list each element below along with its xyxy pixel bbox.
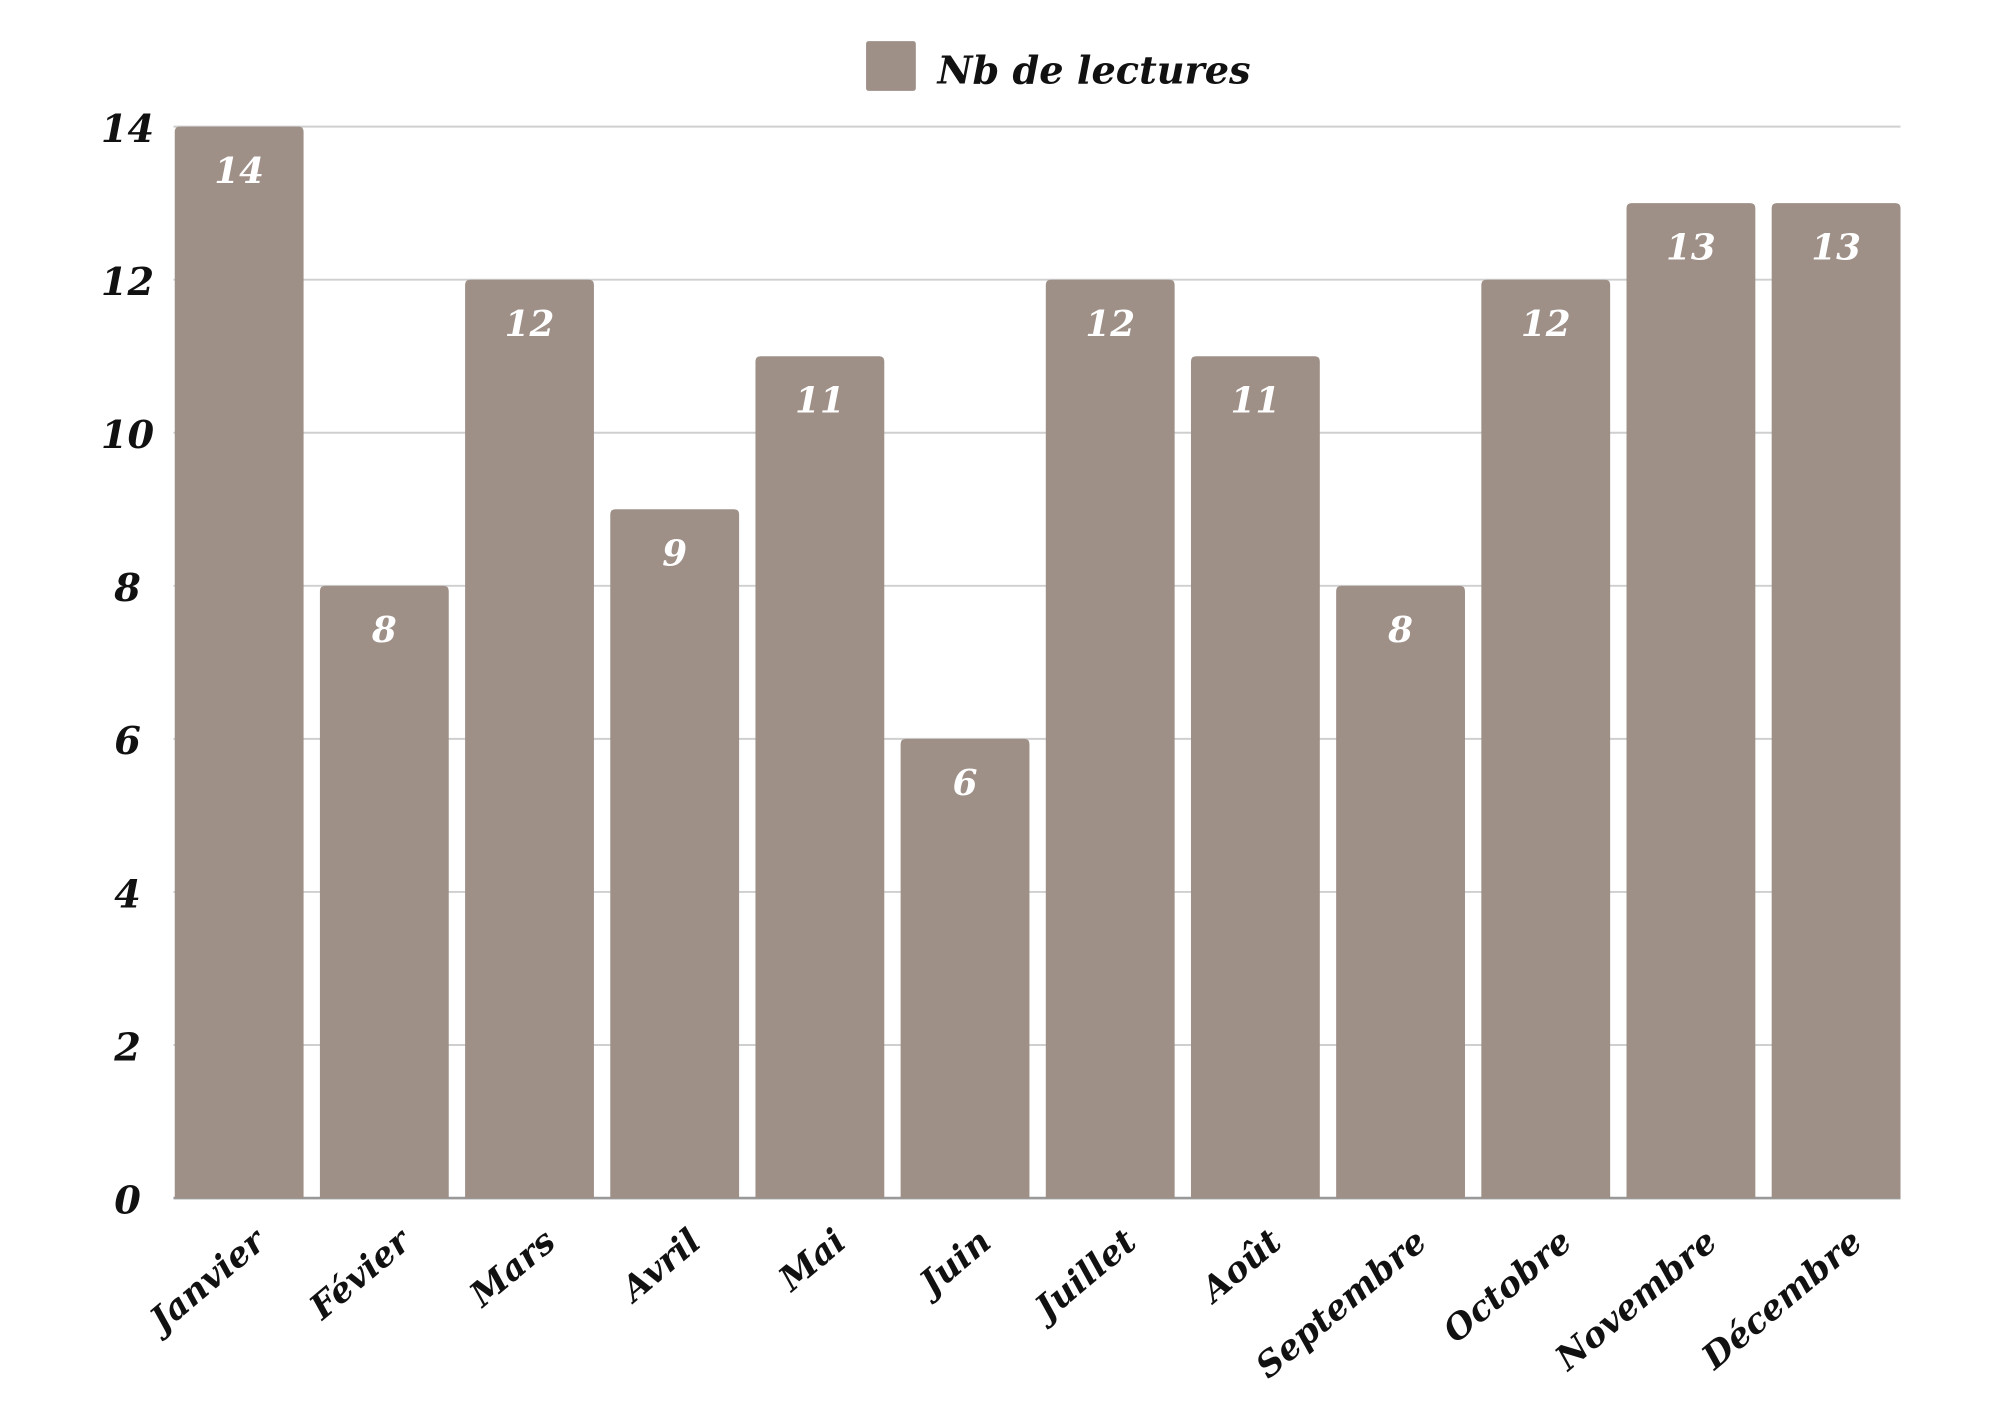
y-tick-label: 12 <box>101 260 154 305</box>
legend: Nb de lectures <box>866 41 1251 93</box>
bar <box>319 585 449 1199</box>
y-tick-label: 10 <box>101 413 155 458</box>
data-label: 13 <box>1666 226 1716 268</box>
bar <box>610 509 740 1199</box>
bar <box>465 279 594 1199</box>
data-label: 8 <box>371 609 397 651</box>
data-label: 9 <box>662 532 687 574</box>
x-tick-label: Octobre <box>1436 1222 1580 1352</box>
x-tick-label: Juin <box>908 1222 999 1308</box>
x-tick-label: Août <box>1192 1221 1289 1312</box>
y-tick-label: 14 <box>101 107 154 152</box>
bar <box>1771 203 1901 1199</box>
bar <box>755 356 885 1199</box>
y-tick-label: 6 <box>114 719 141 764</box>
bar <box>1481 279 1611 1199</box>
bar <box>1045 279 1175 1199</box>
data-label: 11 <box>1231 379 1281 421</box>
data-label: 12 <box>1521 303 1571 345</box>
data-label: 12 <box>505 303 555 345</box>
data-label: 11 <box>795 379 845 421</box>
data-label: 6 <box>953 762 978 804</box>
bar <box>1336 585 1465 1199</box>
x-tick-label: Févier <box>302 1220 421 1329</box>
x-tick-label: Mai <box>771 1222 854 1301</box>
y-tick-label: 4 <box>114 872 141 917</box>
x-tick-label: Janvier <box>138 1220 275 1344</box>
x-tick-label: Avril <box>612 1222 709 1312</box>
legend-label: Nb de lectures <box>936 48 1251 93</box>
y-tick-label: 8 <box>113 566 141 611</box>
data-label: 13 <box>1811 226 1861 268</box>
bar <box>1190 356 1320 1199</box>
data-label: 8 <box>1387 609 1413 651</box>
bar <box>900 738 1030 1199</box>
x-tick-label: Novembre <box>1547 1222 1724 1380</box>
bar <box>1626 203 1756 1199</box>
data-label: 14 <box>214 150 264 192</box>
x-tick-label: Décembre <box>1694 1222 1870 1379</box>
data-label: 12 <box>1085 303 1135 345</box>
x-tick-label: Mars <box>462 1222 563 1316</box>
bar <box>174 126 304 1199</box>
x-tick-label: Juillet <box>1023 1221 1144 1332</box>
y-tick-label: 2 <box>113 1025 141 1070</box>
y-tick-label: 0 <box>114 1178 141 1223</box>
legend-swatch <box>866 41 916 91</box>
